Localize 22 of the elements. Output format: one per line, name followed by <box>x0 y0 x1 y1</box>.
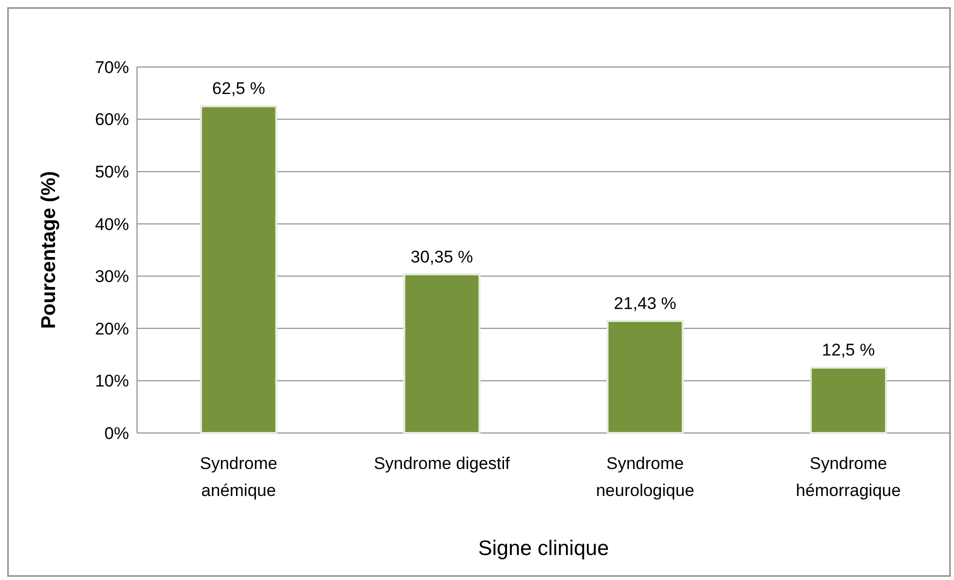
bar <box>810 366 887 434</box>
x-tick-label: Syndrome hémorragique <box>796 454 901 500</box>
x-tick-label: Syndrome neurologique <box>596 454 694 500</box>
x-tick-label: Syndrome anémique <box>200 454 278 500</box>
y-tick-label: 60% <box>94 110 129 130</box>
x-tick-label: Syndrome digestif <box>374 454 510 473</box>
data-label: 21,43 % <box>614 294 676 313</box>
data-label: 12,5 % <box>822 340 875 360</box>
y-axis-title: Pourcentage (%) <box>38 171 60 329</box>
y-tick-label: 30% <box>94 267 129 286</box>
bar <box>606 320 684 434</box>
y-tick-label: 20% <box>94 319 129 338</box>
data-label: 30,35 % <box>410 247 474 266</box>
data-label: 62,5 % <box>212 79 266 98</box>
bar <box>200 105 278 434</box>
y-tick-label: 50% <box>94 162 129 182</box>
y-tick-label: 70% <box>94 58 129 77</box>
bar <box>403 273 480 434</box>
y-tick-label: 40% <box>94 214 129 234</box>
y-tick-label: 0% <box>104 424 129 443</box>
y-tick-label: 10% <box>94 372 129 391</box>
x-axis-title: Signe clinique <box>478 537 609 560</box>
